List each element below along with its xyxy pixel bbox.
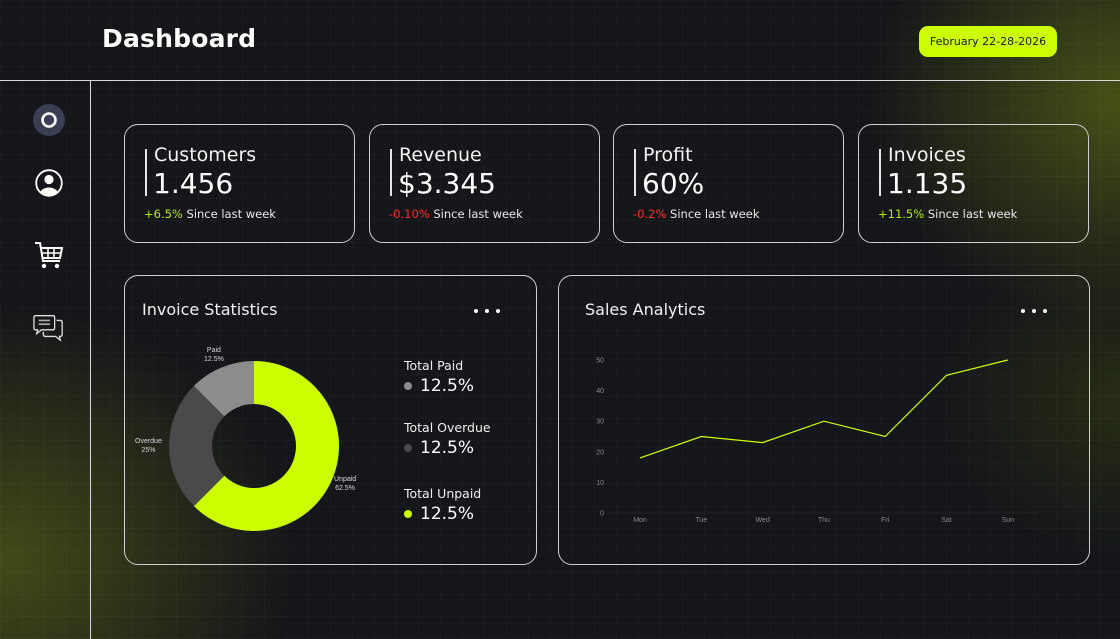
sidebar-item-messages[interactable] <box>33 311 65 343</box>
stat-value: 1.135 <box>887 167 968 200</box>
stat-change: +11.5% Since last week <box>878 207 1017 221</box>
stat-card-revenue[interactable]: Revenue $3.345 -0.10% Since last week <box>369 124 600 243</box>
legend-value: 12.5% <box>420 438 475 458</box>
panel-title: Sales Analytics <box>585 300 706 319</box>
pie-label-overdue: Overdue 25% <box>135 438 162 454</box>
invoice-donut-chart <box>169 361 340 531</box>
legend-label: Total Overdue <box>404 420 491 435</box>
sidebar-item-cart[interactable] <box>33 240 65 272</box>
user-circle-icon <box>35 169 63 197</box>
chat-icon <box>33 315 63 342</box>
legend-label: Total Unpaid <box>404 486 482 501</box>
legend-item-paid: Total Paid 12.5% <box>404 358 474 396</box>
x-tick-label: Wed <box>755 517 769 524</box>
panel-title: Invoice Statistics <box>142 300 278 319</box>
donut-slice-unpaid <box>193 361 340 531</box>
legend-dot <box>404 444 412 452</box>
x-tick-label: Thu <box>818 517 830 524</box>
legend-label: Total Paid <box>404 358 464 373</box>
stat-card-profit[interactable]: Profit 60% -0.2% Since last week <box>613 124 844 243</box>
stat-value: 60% <box>642 167 705 200</box>
invoice-statistics-panel: Invoice Statistics Paid 12.5% Overdue 25% … <box>124 275 537 565</box>
y-tick-label: 0 <box>600 511 604 518</box>
legend-value: 12.5% <box>420 376 475 396</box>
donut-slice-paid <box>193 361 254 417</box>
legend-item-overdue: Total Overdue 12.5% <box>404 420 491 458</box>
stat-label: Revenue <box>399 144 482 166</box>
y-tick-label: 30 <box>596 419 604 426</box>
stat-change-value: +6.5% <box>144 207 183 221</box>
x-tick-label: Tue <box>695 517 707 524</box>
x-tick-label: Sat <box>941 517 952 524</box>
x-tick-label: Fri <box>881 517 890 524</box>
stat-change: +6.5% Since last week <box>144 207 276 221</box>
sidebar-item-home[interactable] <box>33 104 65 136</box>
stat-accent-bar <box>634 149 636 196</box>
stat-label: Invoices <box>888 144 966 166</box>
stat-change-suffix: Since last week <box>433 207 523 221</box>
stat-change-suffix: Since last week <box>927 207 1018 221</box>
stat-change: -0.10% Since last week <box>389 207 523 221</box>
stat-change-value: +11.5% <box>878 207 925 221</box>
stat-change-suffix: Since last week <box>670 207 760 221</box>
stat-accent-bar <box>879 149 881 196</box>
stat-value: 1.456 <box>153 167 234 200</box>
y-tick-label: 40 <box>596 388 604 395</box>
x-tick-label: Mon <box>633 517 647 524</box>
pie-label-paid: Paid 12.5% <box>204 347 224 363</box>
more-dots-icon[interactable] <box>474 309 500 313</box>
y-tick-label: 10 <box>596 480 604 487</box>
y-tick-label: 20 <box>596 449 604 456</box>
legend-value: 12.5% <box>420 504 475 524</box>
sales-analytics-panel: Sales Analytics 0 10 20 30 40 50 Mon Tue Wed Thu… <box>558 275 1090 565</box>
sales-line-chart: 0 10 20 30 40 50 Mon Tue Wed Thu Fri Sat Sun <box>596 358 1037 524</box>
circle-icon <box>41 112 57 128</box>
more-dots-icon[interactable] <box>1021 309 1047 313</box>
legend-dot <box>404 510 412 518</box>
stat-change: -0.2% Since last week <box>633 207 759 221</box>
legend-item-unpaid: Total Unpaid 12.5% <box>404 486 481 524</box>
sidebar-divider <box>90 80 91 639</box>
stat-card-customers[interactable]: Customers 1.456 +6.5% Since last week <box>124 124 355 243</box>
sales-line <box>639 359 1008 459</box>
legend-dot <box>404 382 412 390</box>
sidebar-item-profile[interactable] <box>33 167 65 199</box>
stat-change-suffix: Since last week <box>186 207 276 221</box>
stat-change-value: -0.2% <box>633 207 667 221</box>
stat-accent-bar <box>145 149 147 196</box>
stat-value: $3.345 <box>398 167 496 200</box>
x-tick-label: Sun <box>1002 517 1015 524</box>
page-title: Dashboard <box>102 24 257 53</box>
cart-icon <box>35 242 64 269</box>
stat-label: Customers <box>154 144 257 166</box>
header-divider <box>0 80 1120 81</box>
y-tick-label: 50 <box>596 358 604 365</box>
pie-label-unpaid: Unpaid 62.5% <box>334 476 357 492</box>
stat-card-invoices[interactable]: Invoices 1.135 +11.5% Since last week <box>858 124 1089 243</box>
stat-label: Profit <box>643 144 693 166</box>
date-range-button[interactable]: February 22-28-2026 <box>919 26 1057 57</box>
stat-change-value: -0.10% <box>389 207 430 221</box>
donut-slice-overdue <box>169 385 225 507</box>
stat-accent-bar <box>390 149 392 196</box>
